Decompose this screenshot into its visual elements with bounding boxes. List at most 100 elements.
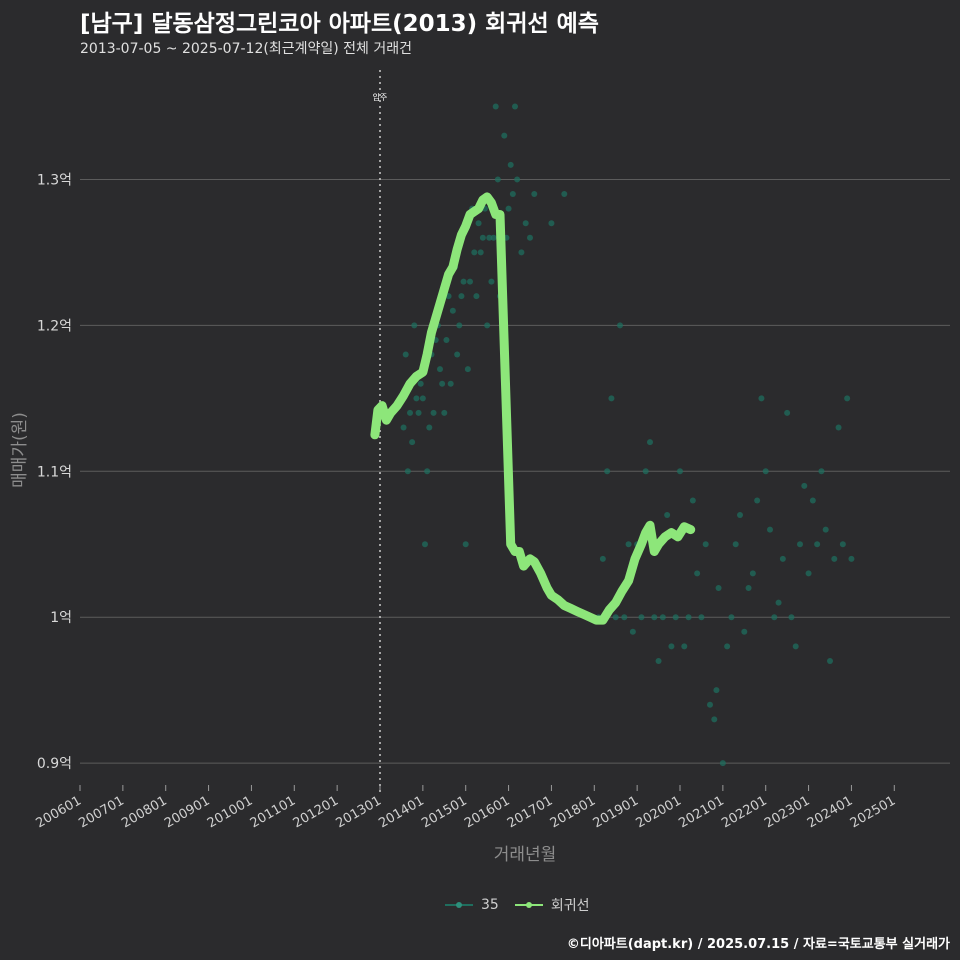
data-point [831,555,838,562]
data-point [698,614,705,621]
data-point [492,103,499,110]
data-point [471,249,478,256]
data-point [411,322,418,329]
data-point [801,482,808,489]
data-point [400,424,407,431]
regression-polyline [370,192,696,625]
data-point [779,555,786,562]
data-point [642,468,649,475]
data-point [561,191,568,198]
data-point [464,366,471,373]
y-tick-label: 1.2억 [37,318,72,334]
data-point [422,541,428,548]
data-point [458,293,465,300]
y-tick-label: 0.9억 [37,756,72,772]
data-point [488,278,495,285]
x-tick-label: 202001 [634,793,684,831]
data-point [439,380,446,387]
data-point [507,161,514,168]
legend-item-regression: 회귀선 [514,895,589,915]
data-point [407,409,413,416]
data-point [814,541,821,548]
y-axis-ticks: 0.9억 1억 1.1억 1.2억 1.3억 [37,172,72,772]
data-point [848,555,855,562]
scatter-points [400,103,855,767]
data-point [494,176,501,183]
data-point [522,220,529,227]
footer-credit: ©디아파트(dapt.kr) / 2025.07.15 / 자료=국토교통부 실… [566,937,950,952]
data-point [655,657,662,664]
data-point [479,234,486,241]
data-point [454,351,461,358]
data-point [437,366,443,373]
data-point [651,614,658,621]
chart-subtitle: 2013-07-05 ~ 2025-07-12(최근계약일) 전체 거래건 [80,41,412,57]
data-point [737,512,743,519]
x-tick-label: 201401 [376,793,426,831]
data-point [604,468,611,475]
legend: 35 회귀선 [445,895,589,915]
data-point [514,176,521,183]
x-tick-label: 200801 [119,793,169,831]
data-point [724,643,731,650]
data-point [490,234,497,241]
data-point [402,351,409,358]
data-point [702,541,709,548]
data-point [449,307,456,314]
data-point [629,628,636,635]
data-point [518,249,525,256]
regression-line [370,192,696,625]
data-point [672,614,679,621]
x-tick-label: 201001 [205,793,255,831]
data-point [827,657,833,664]
x-tick-label: 200701 [76,793,126,831]
data-point [797,541,803,548]
data-point [741,628,748,635]
data-point [426,424,433,431]
data-point [621,614,628,621]
x-axis-label: 거래년월 [493,845,557,865]
data-point [659,614,666,621]
data-point [664,512,671,519]
x-tick-label: 200901 [162,793,212,831]
data-point [754,497,761,504]
x-tick-label: 201501 [419,793,469,831]
data-point [447,380,454,387]
data-point [694,570,701,577]
x-tick-label: 202101 [676,793,726,831]
legend-item-35: 35 [445,897,499,913]
data-point [413,395,420,402]
data-point [809,497,816,504]
data-point [612,614,619,621]
data-point [404,468,411,475]
data-point [805,570,812,577]
data-point [531,191,538,198]
x-tick-label: 202501 [848,793,898,831]
data-point [775,599,782,606]
data-point [732,541,739,548]
data-point [689,497,696,504]
data-point [505,205,512,212]
data-point [625,541,632,548]
data-point [473,293,480,300]
data-point [430,409,437,416]
data-point [771,614,778,621]
data-point [835,424,842,431]
data-point [844,395,851,402]
data-point [477,249,484,256]
data-point [467,278,473,285]
data-point [443,336,450,343]
data-point [713,687,720,694]
x-tick-label: 201101 [248,793,298,831]
data-point [681,643,688,650]
data-point [677,468,683,475]
x-tick-label: 202201 [719,793,769,831]
x-tick-label: 200601 [34,793,84,831]
data-point [762,468,769,475]
data-point [409,439,416,446]
chart-title: [남구] 달동삼정그린코아 아파트(2013) 회귀선 예측 [80,11,599,37]
legend-label-35: 35 [481,897,499,913]
x-tick-label: 201801 [548,793,598,831]
y-axis-label: 매매가(원) [9,412,30,488]
